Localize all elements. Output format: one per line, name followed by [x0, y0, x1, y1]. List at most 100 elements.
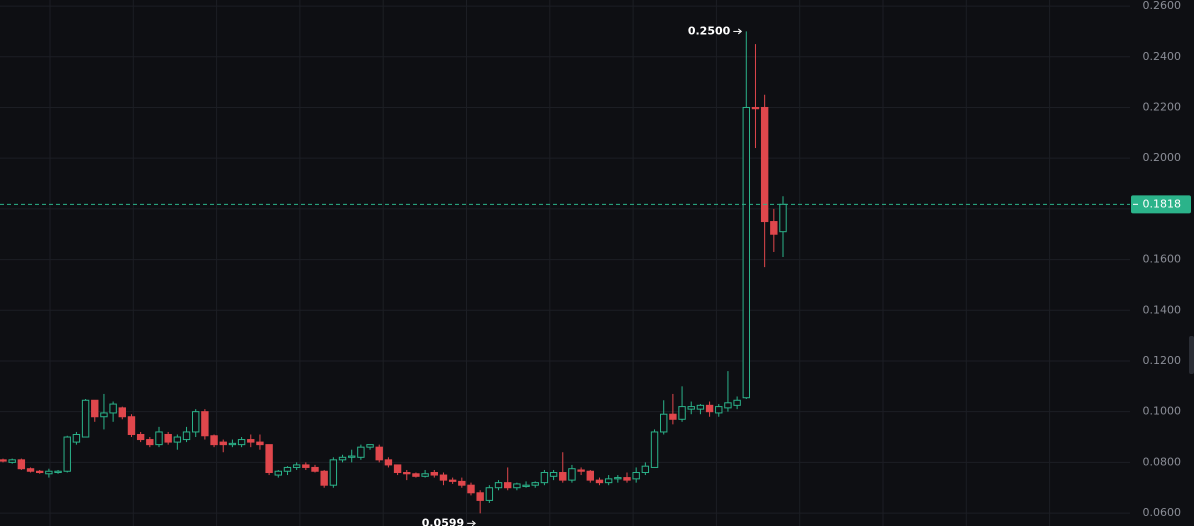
- candle-body: [705, 404, 714, 413]
- candle-body: [632, 472, 640, 480]
- candle-body: [577, 469, 585, 472]
- candle-body: [540, 472, 549, 484]
- annotation-label: 0.0599: [422, 516, 464, 526]
- candle-body: [485, 487, 494, 501]
- candle-body: [26, 468, 35, 472]
- candle-body: [219, 441, 227, 446]
- y-tick-label: 0.2400: [1143, 50, 1182, 63]
- candle-body: [45, 470, 53, 475]
- candle-body: [329, 459, 338, 486]
- y-tick-label: 0.1000: [1143, 405, 1182, 418]
- annotation-arrowhead: [471, 520, 476, 526]
- candle-body: [687, 406, 695, 410]
- candle-body: [430, 472, 438, 476]
- candle-body: [127, 416, 136, 435]
- candle-body: [724, 402, 732, 409]
- candle-body: [614, 477, 622, 480]
- candle-body: [8, 459, 16, 463]
- last-price-label: 0.1818: [1143, 197, 1182, 210]
- candle-body: [458, 480, 466, 486]
- candle-body: [36, 470, 44, 474]
- candle-body: [375, 446, 383, 461]
- candle-body: [760, 106, 769, 223]
- candle-body: [467, 484, 475, 494]
- candle-body: [504, 482, 512, 489]
- candle-body: [412, 473, 420, 477]
- last-price-box: [1131, 195, 1191, 214]
- candle-body: [302, 464, 310, 468]
- candle-body: [0, 459, 7, 462]
- candle-body: [265, 444, 273, 474]
- candle-body: [586, 470, 594, 481]
- annotation-label: 0.2500: [688, 24, 731, 37]
- y-tick-label: 0.2000: [1143, 151, 1182, 164]
- candle-body: [559, 472, 567, 481]
- candle-body: [210, 435, 218, 446]
- candle-body: [338, 456, 347, 461]
- candle-body: [715, 406, 723, 414]
- candle-body: [421, 473, 429, 477]
- candle-body: [623, 477, 631, 481]
- candle-body: [522, 484, 530, 487]
- y-tick-label: 0.0800: [1143, 455, 1182, 468]
- candle-body: [155, 431, 163, 446]
- candle-body: [256, 441, 264, 446]
- y-tick-label: 0.2200: [1143, 100, 1182, 113]
- candle-body: [494, 482, 503, 489]
- candle-body: [650, 431, 659, 468]
- candle-body: [283, 466, 292, 472]
- candle-body: [182, 431, 191, 441]
- candle-body: [118, 407, 126, 418]
- candle-body: [384, 459, 393, 466]
- y-tick-label: 0.1400: [1143, 303, 1182, 316]
- candle-body: [109, 403, 117, 414]
- candle-body: [100, 412, 108, 418]
- candle-body: [274, 470, 282, 476]
- y-tick-label: 0.1600: [1143, 253, 1182, 266]
- candle-body: [733, 399, 741, 406]
- candle-body: [531, 482, 539, 486]
- candle-body: [770, 221, 778, 235]
- candle-body: [164, 433, 172, 443]
- candle-body: [742, 106, 750, 399]
- candle-body: [476, 492, 484, 501]
- candle-body: [201, 411, 209, 437]
- candle-body: [146, 439, 154, 446]
- candle-body: [403, 472, 411, 475]
- y-tick-label: 0.2600: [1143, 0, 1182, 12]
- candle-body: [439, 474, 448, 481]
- candle-body: [320, 470, 328, 486]
- candle-body: [779, 203, 787, 233]
- candle-body: [595, 479, 604, 484]
- y-tick-label: 0.0600: [1143, 506, 1182, 519]
- candle-body: [72, 433, 81, 443]
- candle-body: [63, 436, 71, 472]
- candle-body: [311, 466, 319, 472]
- candle-body: [136, 433, 145, 441]
- candle-body: [173, 436, 182, 443]
- candle-body: [641, 465, 650, 474]
- candle-body: [751, 106, 760, 110]
- y-tick-label: 0.1200: [1143, 354, 1182, 367]
- candle-body: [366, 444, 374, 448]
- candle-body: [393, 464, 402, 474]
- candle-body: [549, 472, 558, 477]
- candle-body: [228, 442, 237, 446]
- candle-body: [660, 413, 668, 433]
- candle-body: [604, 478, 613, 484]
- candle-body: [81, 399, 90, 438]
- candle-body: [357, 446, 365, 458]
- annotation-arrowhead: [737, 28, 743, 35]
- candle-body: [292, 464, 301, 468]
- candle-body: [192, 411, 200, 433]
- candle-body: [91, 399, 99, 418]
- candle-body: [678, 406, 686, 420]
- candle-body: [247, 439, 255, 443]
- candle-body: [669, 413, 677, 420]
- side-handle[interactable]: [1189, 336, 1194, 374]
- candle-body: [448, 479, 457, 482]
- candle-body: [568, 468, 576, 481]
